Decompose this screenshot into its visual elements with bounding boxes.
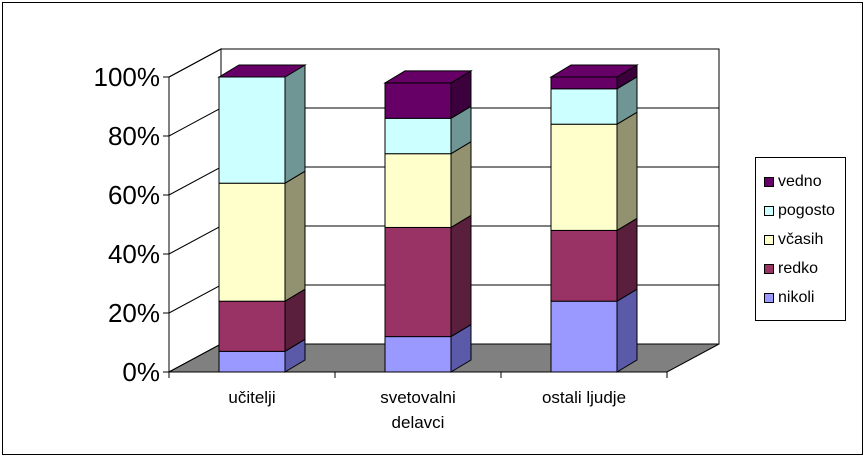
x-tick-label-line: ostali ljudje bbox=[542, 388, 626, 407]
stacked-bar-chart: 0% 20% 40% 60% 80% 100% učitelji svetovalni del… bbox=[94, 48, 720, 432]
legend-label: včasih bbox=[778, 231, 824, 248]
bar-top-2 bbox=[549, 64, 639, 78]
bar-včasih-1 bbox=[384, 140, 472, 229]
x-tick-label-line: svetovalni bbox=[380, 388, 456, 407]
bar-side bbox=[450, 214, 472, 338]
legend-swatch bbox=[764, 235, 774, 245]
legend-label: nikoli bbox=[778, 289, 815, 306]
legend-label: vedno bbox=[778, 173, 822, 190]
bar-side bbox=[284, 64, 306, 185]
x-tick-label-line: delavci bbox=[392, 413, 445, 432]
bar-side bbox=[284, 170, 306, 303]
bar-redko-1 bbox=[384, 214, 472, 338]
y-tick-label: 20% bbox=[108, 298, 160, 328]
legend-swatch bbox=[764, 264, 774, 274]
legend-label: redko bbox=[778, 260, 819, 277]
bar-side bbox=[616, 288, 638, 373]
bar-front bbox=[550, 123, 618, 231]
bar-side bbox=[616, 111, 638, 232]
bar-front bbox=[550, 229, 618, 302]
legend-item-pogosto: pogosto bbox=[764, 201, 835, 221]
y-tick-label: 40% bbox=[108, 239, 160, 269]
bar-front bbox=[384, 336, 452, 373]
bar-front bbox=[550, 88, 618, 125]
bar-side bbox=[450, 140, 472, 229]
bars bbox=[217, 64, 639, 373]
bar-front bbox=[550, 76, 618, 90]
bar-front bbox=[384, 117, 452, 155]
bar-top-0 bbox=[217, 64, 307, 78]
bar-front bbox=[550, 300, 618, 373]
x-tick-label: svetovalni delavci bbox=[380, 388, 456, 432]
bar-side bbox=[616, 217, 638, 303]
x-axis-tick-labels: učitelji svetovalni delavci ostali ljudje bbox=[168, 371, 668, 432]
side-wall bbox=[168, 48, 222, 373]
bar-front bbox=[218, 182, 286, 302]
bar-vedno-1 bbox=[384, 70, 472, 120]
bar-front bbox=[218, 350, 286, 373]
legend-item-vedno: vedno bbox=[764, 172, 822, 192]
bar-redko-2 bbox=[550, 217, 638, 303]
legend-swatch bbox=[764, 293, 774, 303]
gridline bbox=[168, 48, 719, 78]
bar-nikoli-2 bbox=[550, 288, 638, 373]
legend-item-redko: redko bbox=[764, 259, 818, 279]
y-tick-label: 0% bbox=[122, 357, 160, 387]
legend-item-včasih: včasih bbox=[764, 230, 823, 250]
bar-pogosto-2 bbox=[550, 75, 638, 126]
bar-včasih-2 bbox=[550, 111, 638, 232]
bar-pogosto-0 bbox=[218, 64, 306, 185]
x-tick-label: učitelji bbox=[228, 388, 275, 407]
bar-front bbox=[384, 153, 452, 228]
bar-front bbox=[384, 226, 452, 338]
bar-nikoli-1 bbox=[384, 323, 472, 373]
y-tick-label: 100% bbox=[94, 62, 161, 92]
y-tick-label: 80% bbox=[108, 121, 160, 151]
bar-front bbox=[218, 76, 286, 184]
x-tick-label-line: učitelji bbox=[228, 388, 275, 407]
bar-včasih-0 bbox=[218, 170, 306, 303]
y-axis-tick-labels: 0% 20% 40% 60% 80% 100% bbox=[94, 62, 170, 387]
legend-swatch bbox=[764, 177, 774, 187]
legend-label: pogosto bbox=[778, 202, 835, 219]
bar-pogosto-1 bbox=[384, 105, 472, 155]
legend-swatch bbox=[764, 206, 774, 216]
bar-front bbox=[218, 300, 286, 352]
bar-top-1 bbox=[383, 70, 473, 84]
legend-item-nikoli: nikoli bbox=[764, 288, 814, 308]
legend: vedno pogosto včasih redko nikoli bbox=[755, 157, 846, 321]
bar-front bbox=[384, 82, 452, 119]
y-tick-label: 60% bbox=[108, 180, 160, 210]
x-tick-label: ostali ljudje bbox=[542, 388, 626, 407]
